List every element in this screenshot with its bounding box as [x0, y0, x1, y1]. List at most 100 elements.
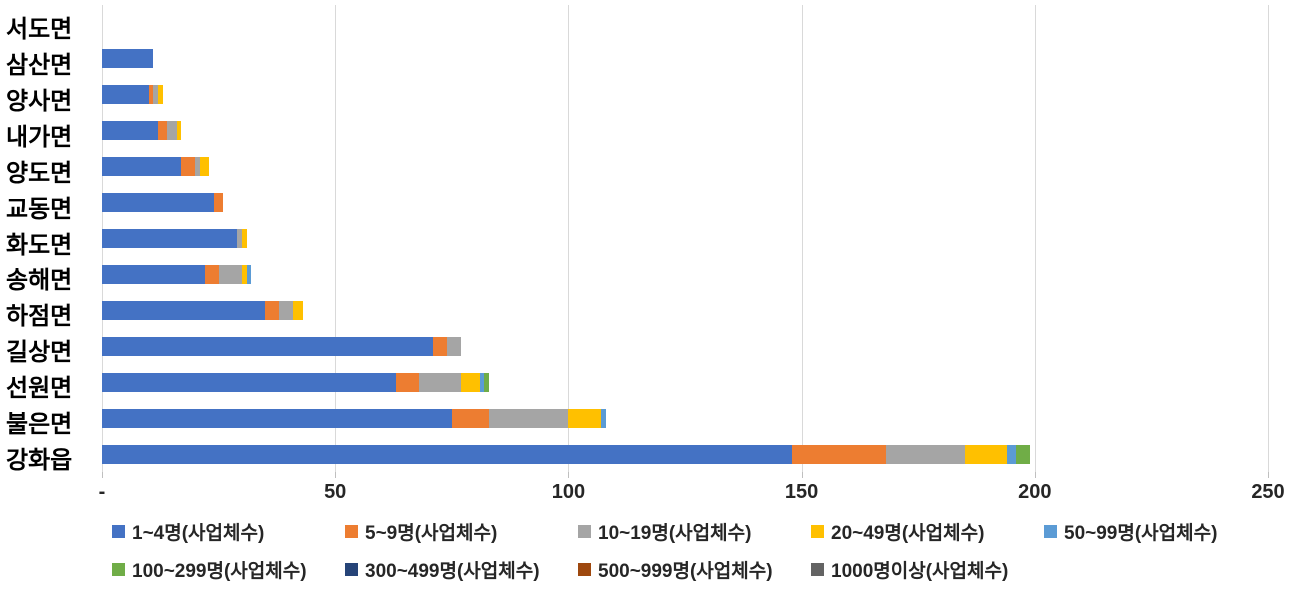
bar-segment-series5-row10	[484, 372, 490, 392]
bar-segment-series0-row11	[102, 408, 452, 428]
bar-segment-series1-row3	[157, 121, 168, 141]
legend-label: 100~299명(사업체수)	[132, 560, 307, 582]
category-label-10: 선원면	[6, 375, 73, 403]
gridline-200	[1034, 5, 1036, 472]
bar-segment-series1-row10	[395, 372, 420, 392]
legend-swatch-icon	[811, 562, 824, 576]
x-tick-mark-100	[568, 472, 570, 478]
bar-segment-series5-row12	[1016, 444, 1031, 464]
bar-segment-series2-row10	[419, 372, 462, 392]
bar-segment-series4-row11	[601, 408, 606, 428]
x-tick-label-0: -	[98, 481, 106, 503]
legend-swatch-icon	[1044, 524, 1057, 538]
legend-label: 10~19명(사업체수)	[598, 522, 752, 544]
bar-segment-series1-row5	[213, 193, 224, 213]
legend-swatch-icon	[578, 562, 591, 576]
x-tick-label-250: 250	[1251, 481, 1285, 503]
legend-item-7: 500~999명(사업체수)	[578, 559, 773, 582]
bar-segment-series2-row7	[218, 264, 242, 284]
bar-segment-series0-row10	[102, 372, 396, 392]
bar-segment-series3-row8	[293, 300, 303, 320]
x-tick-label-200: 200	[1018, 481, 1052, 503]
bar-segment-series0-row6	[102, 229, 238, 248]
bar-segment-series1-row8	[265, 300, 280, 320]
legend-swatch-icon	[112, 524, 125, 538]
bar-segment-series3-row10	[461, 372, 480, 392]
bar-segment-series3-row11	[568, 408, 602, 428]
category-label-8: 하점면	[6, 303, 73, 331]
bar-segment-series0-row3	[102, 121, 158, 141]
legend-label: 1~4명(사업체수)	[132, 522, 265, 544]
gridline-100	[568, 5, 570, 472]
bar-segment-series0-row5	[102, 193, 214, 213]
legend-label: 5~9명(사업체수)	[365, 522, 498, 544]
bar-segment-series2-row9	[447, 336, 462, 356]
legend-swatch-icon	[345, 562, 358, 576]
bar-segment-series3-row3	[176, 121, 182, 141]
bar-segment-series3-row4	[199, 157, 210, 177]
bar-segment-series3-row12	[964, 444, 1007, 464]
bar-segment-series2-row11	[489, 408, 569, 428]
legend-item-5: 100~299명(사업체수)	[112, 559, 307, 582]
bar-segment-series2-row6	[237, 229, 242, 248]
bar-segment-series2-row4	[195, 157, 200, 177]
bar-segment-series1-row2	[148, 85, 154, 105]
legend-item-3: 20~49명(사업체수)	[811, 521, 984, 544]
bar-segment-series3-row6	[241, 229, 247, 248]
category-label-12: 강화읍	[6, 447, 73, 475]
category-label-4: 양도면	[6, 159, 73, 187]
bar-segment-series2-row12	[885, 444, 965, 464]
legend-label: 300~499명(사업체수)	[365, 560, 540, 582]
bar-segment-series1-row9	[433, 336, 448, 356]
legend-item-6: 300~499명(사업체수)	[345, 559, 540, 582]
category-label-6: 화도면	[6, 231, 73, 259]
legend-item-8: 1000명이상(사업체수)	[811, 559, 1008, 582]
category-label-7: 송해면	[6, 267, 73, 295]
bar-segment-series0-row2	[102, 85, 149, 105]
gridline-150	[801, 5, 803, 472]
x-tick-label-50: 50	[324, 481, 347, 503]
gridline-250	[1268, 5, 1269, 472]
bar-segment-series4-row10	[479, 372, 485, 392]
bar-segment-series2-row8	[279, 300, 294, 320]
x-tick-mark-250	[1268, 472, 1269, 478]
legend-item-4: 50~99명(사업체수)	[1044, 521, 1217, 544]
x-tick-mark-50	[335, 472, 337, 478]
bar-segment-series1-row4	[181, 157, 196, 177]
category-label-3: 내가면	[6, 123, 73, 151]
bar-segment-series4-row7	[246, 264, 252, 284]
bar-segment-series2-row3	[167, 121, 177, 141]
legend-label: 500~999명(사업체수)	[598, 560, 773, 582]
bar-segment-series0-row8	[102, 300, 266, 320]
category-label-9: 길상면	[6, 339, 73, 367]
category-label-1: 삼산면	[6, 51, 73, 79]
x-tick-mark-150	[801, 472, 803, 478]
legend-label: 1000명이상(사업체수)	[831, 560, 1009, 582]
bar-segment-series0-row7	[102, 264, 205, 284]
x-tick-label-100: 100	[551, 481, 586, 503]
bar-segment-series1-row7	[204, 264, 219, 284]
legend-item-2: 10~19명(사업체수)	[578, 521, 751, 544]
bar-segment-series4-row12	[1006, 444, 1017, 464]
legend-swatch-icon	[345, 524, 358, 538]
bar-segment-series0-row12	[102, 444, 793, 464]
legend-item-1: 5~9명(사업체수)	[345, 521, 497, 544]
bar-segment-series2-row2	[153, 85, 158, 105]
bar-segment-series1-row11	[451, 408, 490, 428]
x-tick-mark-200	[1034, 472, 1036, 478]
legend-label: 50~99명(사업체수)	[1064, 522, 1218, 544]
category-label-11: 불은면	[6, 411, 73, 439]
gridline-50	[335, 5, 337, 472]
legend-swatch-icon	[112, 562, 125, 576]
bar-segment-series3-row2	[157, 85, 163, 105]
bar-segment-series0-row4	[102, 157, 182, 177]
category-label-5: 교동면	[6, 195, 73, 223]
legend-item-0: 1~4명(사업체수)	[112, 521, 264, 544]
x-tick-mark-0	[102, 472, 103, 478]
bar-segment-series0-row1	[102, 49, 154, 69]
category-label-2: 양사면	[6, 87, 73, 115]
legend-label: 20~49명(사업체수)	[831, 522, 985, 544]
bar-segment-series0-row9	[102, 336, 434, 356]
legend-swatch-icon	[811, 524, 824, 538]
